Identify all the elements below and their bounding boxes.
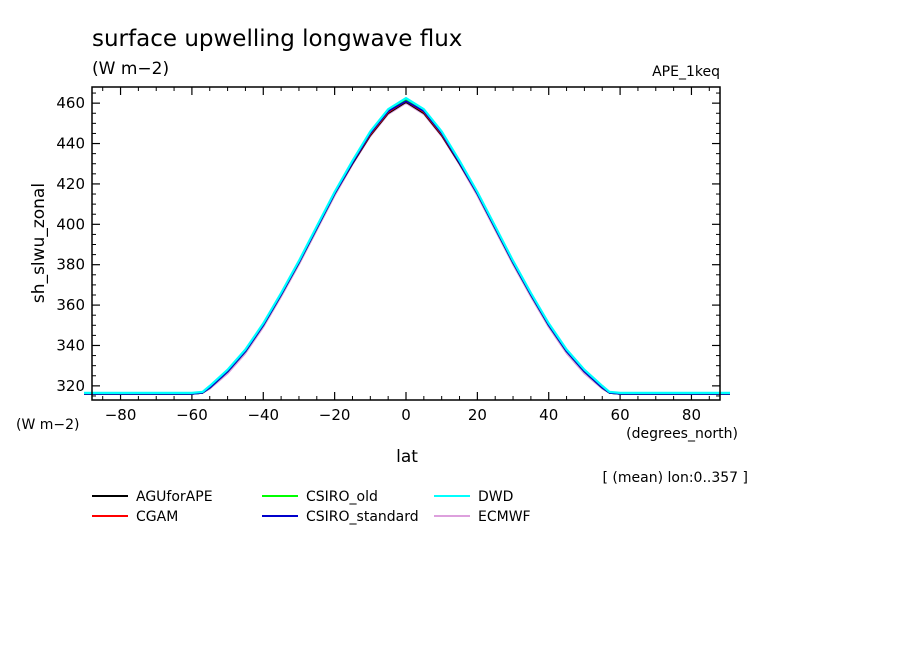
y-tick-label: 440 (56, 135, 85, 153)
series-line-cgam (84, 100, 730, 395)
chart-title: surface upwelling longwave flux (92, 26, 462, 52)
legend-label: AGUforAPE (136, 489, 213, 505)
plot-frame (91, 86, 721, 401)
x-tick-label: 20 (468, 406, 487, 424)
y-tick-label: 380 (56, 256, 85, 274)
x-tick-labels: −80 −60 −40 −20 0 20 40 60 80 (105, 406, 701, 424)
y-tick-label: 400 (56, 215, 85, 233)
y-tick-labels: 320 340 360 380 400 420 440 460 (56, 94, 85, 395)
legend-label: CGAM (136, 509, 178, 525)
x-tick-label: 80 (682, 406, 701, 424)
y-tick-label: 460 (56, 94, 85, 112)
x-tick-label: −20 (319, 406, 351, 424)
axis-ticks (92, 87, 720, 400)
series-line-csiro_old (84, 99, 730, 395)
x-tick-label: −40 (247, 406, 279, 424)
x-tick-label: 40 (539, 406, 558, 424)
y-tick-label: 420 (56, 175, 85, 193)
legend-label: CSIRO_standard (306, 509, 419, 525)
legend-label: ECMWF (478, 509, 531, 525)
series-line-aguforape (84, 101, 730, 395)
y-axis-units: (W m−2) (16, 417, 80, 433)
y-tick-label: 320 (56, 377, 85, 395)
footnote: [ (mean) lon:0..357 ] (603, 470, 748, 486)
y-tick-label: 340 (56, 336, 85, 354)
series-lines (84, 96, 730, 395)
y-axis-label: sh_slwu_zonal (29, 183, 49, 303)
x-tick-label: −60 (176, 406, 208, 424)
y-tick-label: 360 (56, 296, 85, 314)
x-tick-label: 60 (611, 406, 630, 424)
x-axis-units: (degrees_north) (626, 426, 738, 442)
legend-label: CSIRO_old (306, 489, 378, 505)
series-line-ecmwf (84, 102, 730, 395)
title-units: (W m−2) (92, 59, 169, 79)
series-line-dwd (84, 96, 730, 394)
x-axis-label: lat (396, 447, 418, 467)
dataset-label: APE_1keq (652, 64, 720, 80)
legend: AGUforAPE CGAM CSIRO_old CSIRO_standard DWD E… (92, 489, 531, 525)
legend-label: DWD (478, 489, 513, 505)
x-tick-label: −80 (105, 406, 137, 424)
series-line-csiro_standard (84, 100, 730, 395)
x-tick-label: 0 (401, 406, 411, 424)
